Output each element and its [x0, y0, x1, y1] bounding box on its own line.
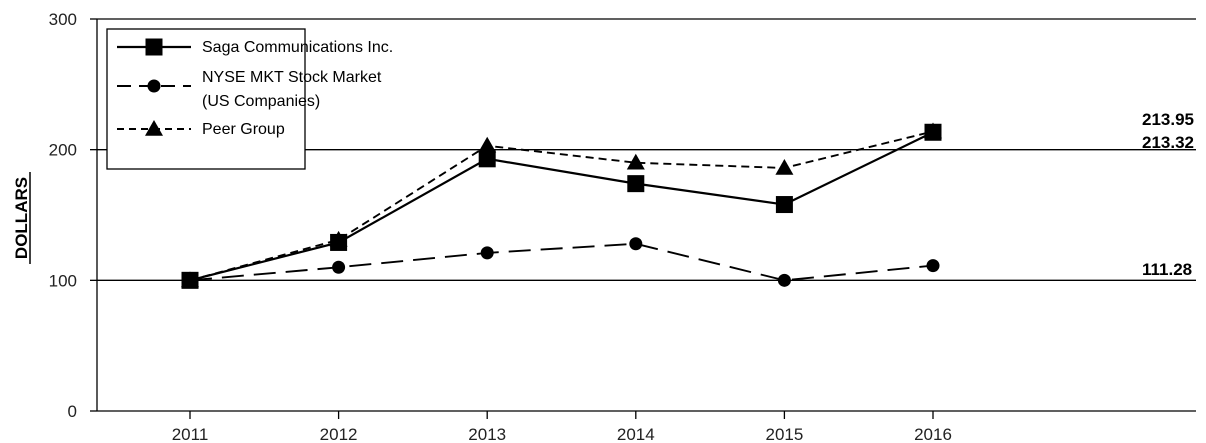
series-line-triangle: [189, 130, 934, 282]
data-point-square: [330, 233, 348, 251]
series-line-square: [189, 131, 934, 282]
x-tick-label: 2015: [765, 425, 803, 443]
x-tick-label: 2011: [172, 425, 209, 443]
series-line-circle: [189, 242, 934, 282]
x-tick-label: 2016: [914, 425, 952, 443]
data-point-square: [627, 175, 645, 193]
legend-entry-label: NYSE MKT Stock Market: [202, 69, 382, 86]
end-value-label: 111.28: [1142, 260, 1192, 279]
x-tick-labels: 2011 2012 2013 2014 2015 2016: [172, 425, 952, 443]
data-point-square: [181, 271, 199, 289]
data-point-square: [924, 123, 942, 141]
x-tick-label: 2012: [320, 425, 358, 443]
y-tick-label: 100: [49, 271, 77, 290]
data-point-circle: [629, 237, 643, 251]
legend-swatch-circle: [147, 79, 161, 93]
legend-swatch-square: [145, 38, 163, 56]
end-value-label: 213.32: [1142, 133, 1194, 152]
legend-entry-label: Peer Group: [202, 121, 285, 138]
legend-box: [106, 28, 306, 170]
data-point-triangle: [775, 158, 794, 175]
x-tick-label: 2013: [468, 425, 506, 443]
y-axis-label: DOLLARS: [12, 177, 31, 259]
data-point-triangle: [626, 153, 645, 170]
legend-swatch-triangle: [145, 120, 163, 136]
legend-entry-label-line2: (US Companies): [202, 93, 320, 110]
series-lines: [189, 130, 934, 282]
data-point-circle: [926, 259, 940, 273]
data-point-circle: [480, 246, 494, 260]
legend: Saga Communications Inc. NYSE MKT Stock M…: [106, 28, 393, 170]
y-tick-labels: 0 100 200 300: [49, 10, 77, 421]
data-point-square: [775, 196, 793, 214]
data-point-circle: [777, 273, 791, 287]
x-tick-label: 2014: [617, 425, 655, 443]
end-value-label: 213.95: [1142, 110, 1194, 129]
end-value-labels: 213.95 213.32 111.28: [1142, 110, 1194, 279]
data-point-square: [478, 150, 496, 168]
axes: [90, 18, 1196, 419]
y-tick-label: 0: [68, 402, 77, 421]
y-tick-label: 300: [49, 10, 77, 29]
data-point-triangle: [478, 136, 497, 153]
data-point-circle: [332, 260, 346, 274]
legend-entry-label: Saga Communications Inc.: [202, 39, 393, 56]
y-tick-label: 200: [49, 141, 77, 160]
series-markers: [181, 122, 942, 289]
